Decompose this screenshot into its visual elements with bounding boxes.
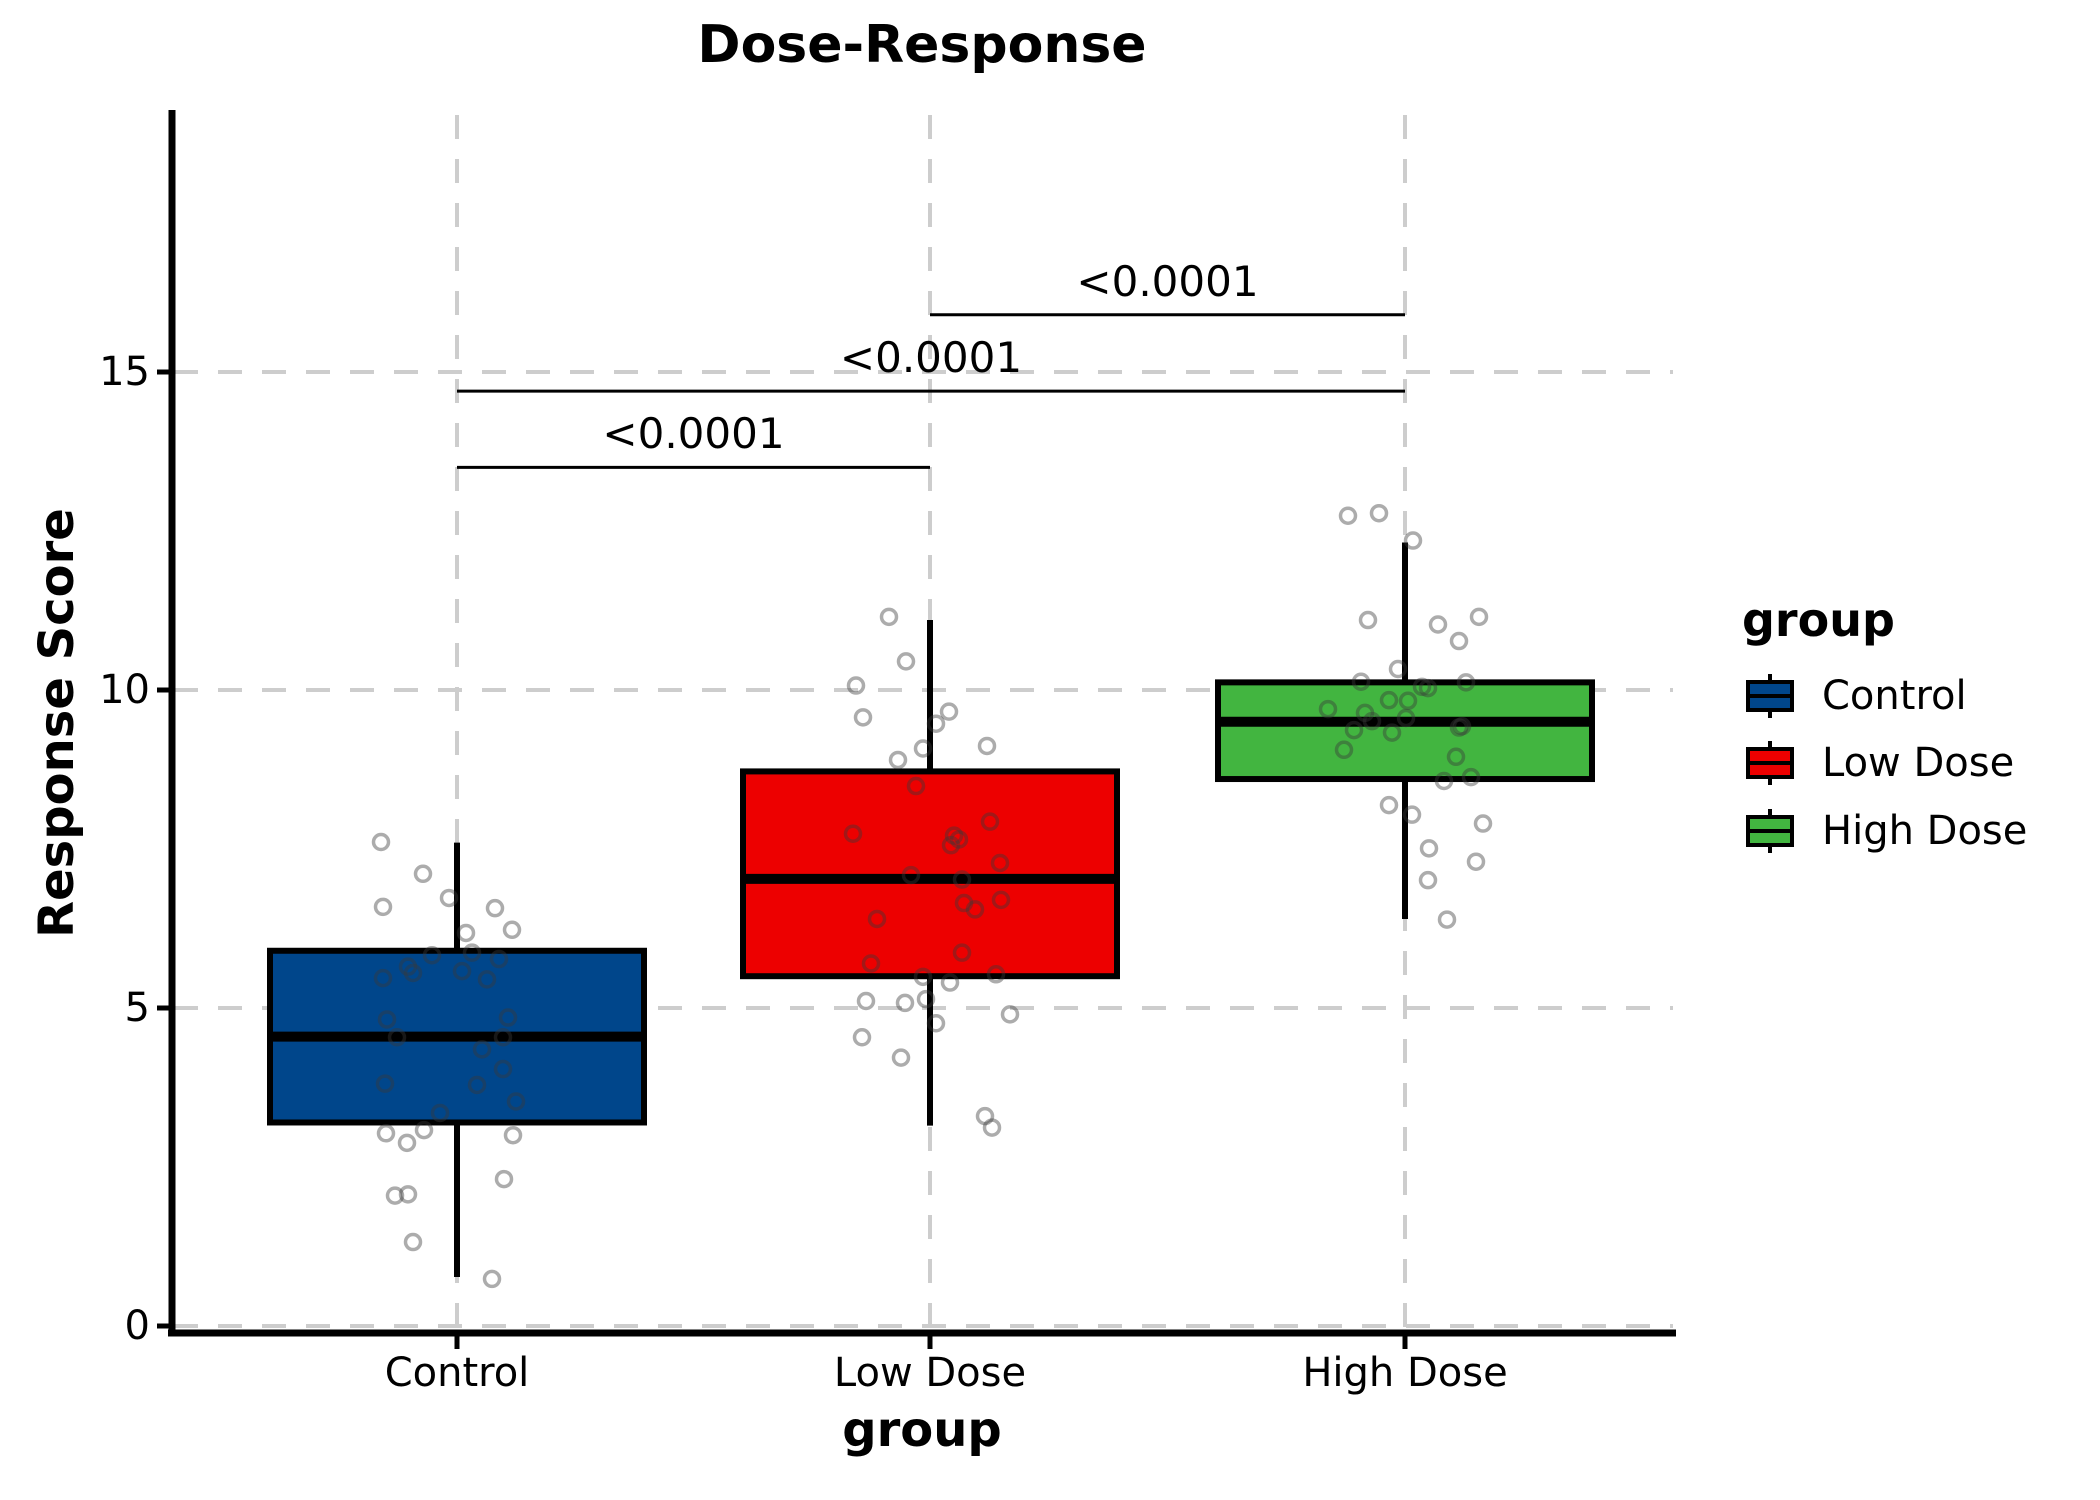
x-tick-label-low-dose: Low Dose xyxy=(833,1350,1027,1396)
x-axis-label: group xyxy=(842,1402,1002,1458)
significance-label-control-high: <0.0001 xyxy=(839,333,1023,383)
chart-title: Dose-Response xyxy=(697,15,1147,75)
legend-title: group xyxy=(1742,593,1895,647)
y-tick-label-10: 10 xyxy=(99,667,150,713)
legend-label-high-dose: High Dose xyxy=(1822,808,2028,854)
boxplot-swatch-icon xyxy=(1746,741,1794,785)
legend-item-high-dose: High Dose xyxy=(1744,807,2027,855)
significance-label-control-low: <0.0001 xyxy=(602,409,785,459)
boxplot-swatch-icon xyxy=(1746,809,1794,853)
significance-label-low-high: <0.0001 xyxy=(1076,256,1259,306)
legend-label-control: Control xyxy=(1822,673,1967,719)
legend-item-low-dose: Low Dose xyxy=(1744,739,2014,787)
y-tick-label-15: 15 xyxy=(99,349,150,395)
y-tick-label-5: 5 xyxy=(124,985,150,1031)
y-axis-label: Response Score xyxy=(29,508,85,938)
x-tick-label-control: Control xyxy=(384,1350,530,1396)
y-tick-label-0: 0 xyxy=(124,1303,150,1349)
legend-item-control: Control xyxy=(1744,672,1967,720)
x-tick-label-high-dose: High Dose xyxy=(1302,1350,1508,1396)
legend-label-low-dose: Low Dose xyxy=(1822,740,2015,786)
boxplot-swatch-icon xyxy=(1746,674,1794,718)
